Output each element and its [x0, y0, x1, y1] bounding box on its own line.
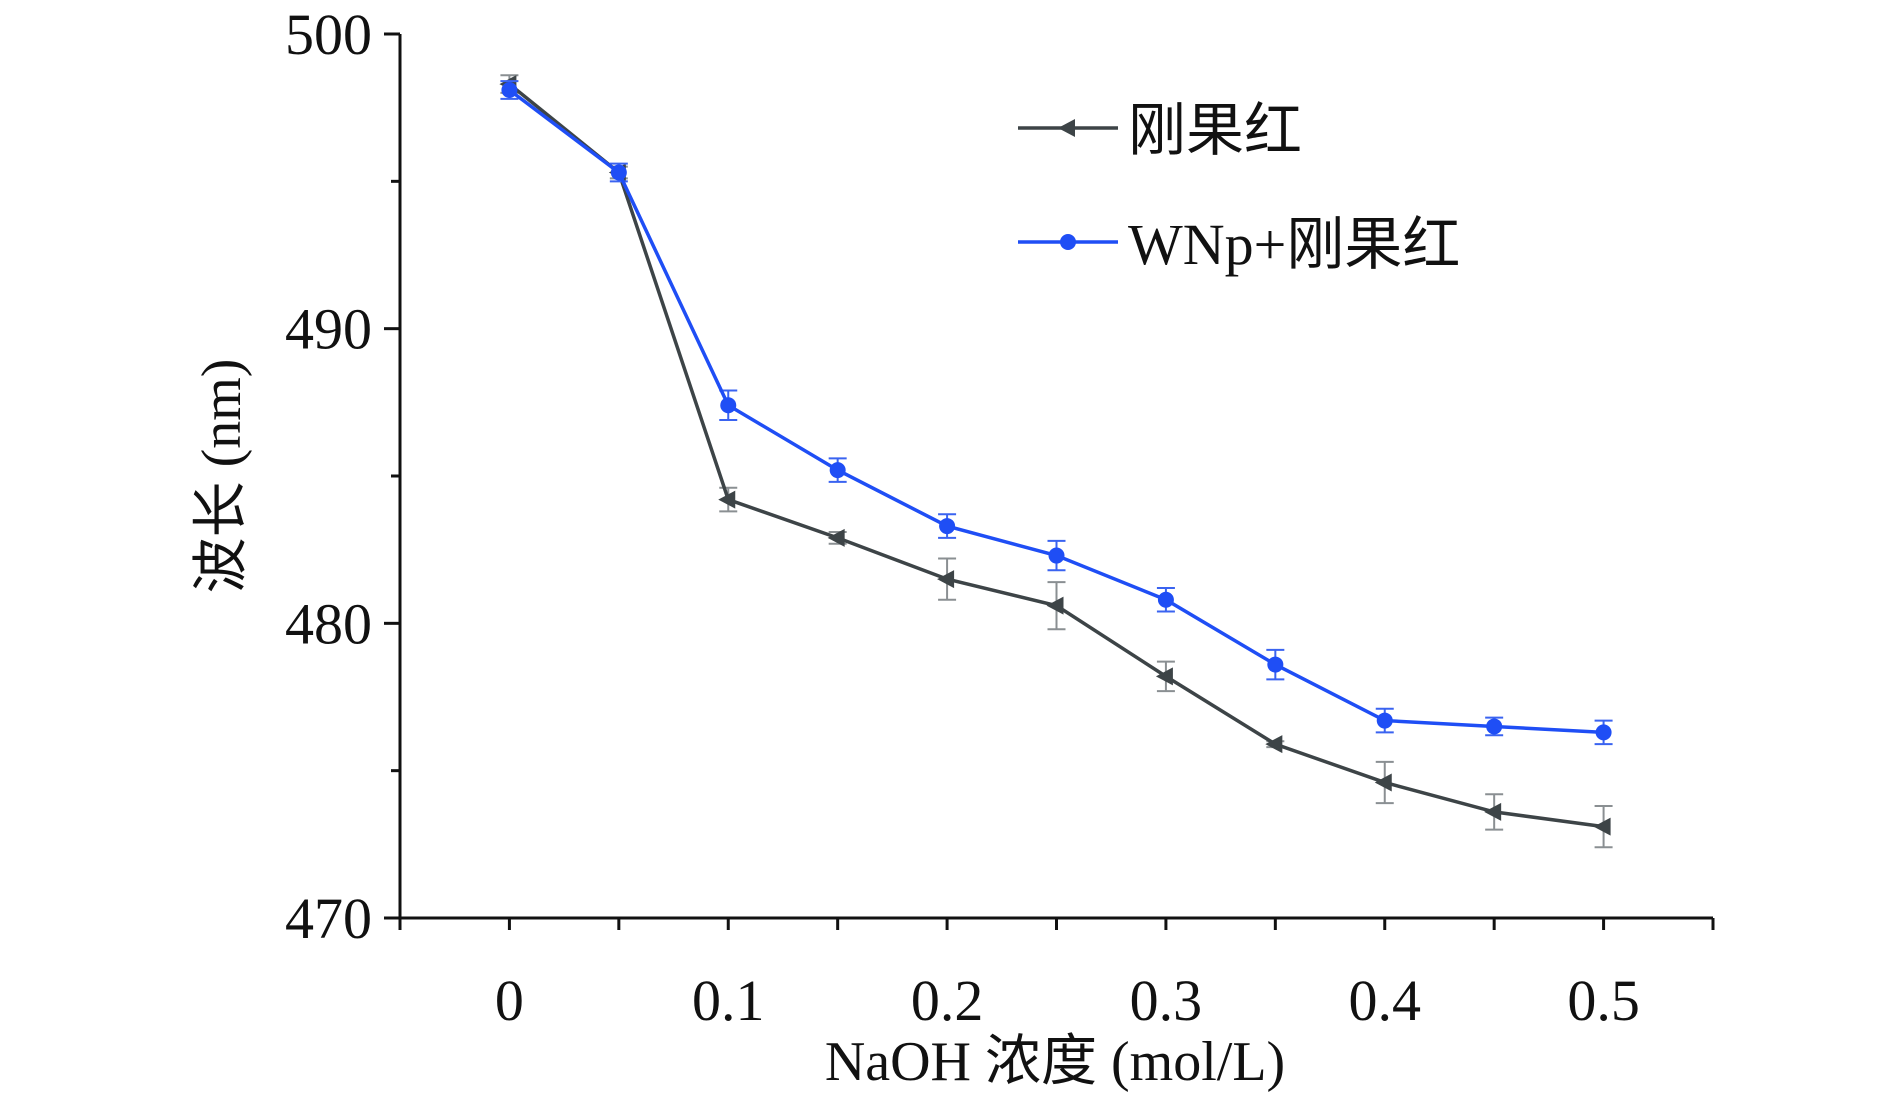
data-point	[827, 528, 845, 547]
legend-label: WNp+刚果红	[1128, 212, 1460, 277]
legend-marker	[1060, 234, 1076, 250]
series-congo-red	[499, 74, 1613, 849]
series-layer	[499, 74, 1613, 849]
data-point	[1593, 817, 1611, 836]
data-point	[501, 81, 518, 98]
data-point	[1155, 667, 1173, 686]
axes: 470 480 490 500 0 0.1 0.2 0.3 0.4 0.5	[285, 2, 1715, 1033]
data-point	[829, 462, 846, 479]
legend-marker	[1058, 119, 1075, 137]
data-point	[1595, 724, 1612, 741]
data-point	[1486, 718, 1503, 735]
data-point	[1484, 802, 1502, 821]
data-point	[720, 397, 737, 414]
data-point	[1157, 591, 1174, 608]
data-point	[718, 490, 736, 509]
x-tick-label: 0.2	[911, 968, 984, 1033]
x-axis-label: NaOH 浓度 (mol/L)	[825, 1031, 1285, 1093]
y-tick-label: 500	[285, 2, 372, 67]
x-tick-label: 0.1	[692, 968, 765, 1033]
data-point	[1374, 773, 1392, 792]
data-point	[1046, 596, 1064, 615]
data-point	[1376, 712, 1393, 729]
series-wnp-congo-red	[500, 80, 1613, 746]
legend: 刚果红 WNp+刚果红	[1018, 98, 1460, 277]
series-line	[508, 88, 1604, 735]
data-point	[1048, 547, 1065, 564]
data-point	[610, 164, 627, 181]
x-tick-label: 0.3	[1130, 968, 1203, 1033]
series-line	[508, 82, 1604, 829]
data-point	[1265, 735, 1283, 754]
legend-label: 刚果红	[1128, 98, 1302, 163]
x-tick-label: 0	[495, 968, 524, 1033]
data-point	[1267, 656, 1284, 673]
data-point	[939, 518, 956, 535]
y-tick-label: 480	[285, 591, 372, 656]
y-tick-label: 490	[285, 297, 372, 362]
x-tick-label: 0.4	[1349, 968, 1422, 1033]
data-point	[937, 570, 955, 589]
y-axis-label: 波长 (nm)	[191, 359, 253, 594]
x-tick-label: 0.5	[1567, 968, 1640, 1033]
y-tick-label: 470	[285, 886, 372, 951]
